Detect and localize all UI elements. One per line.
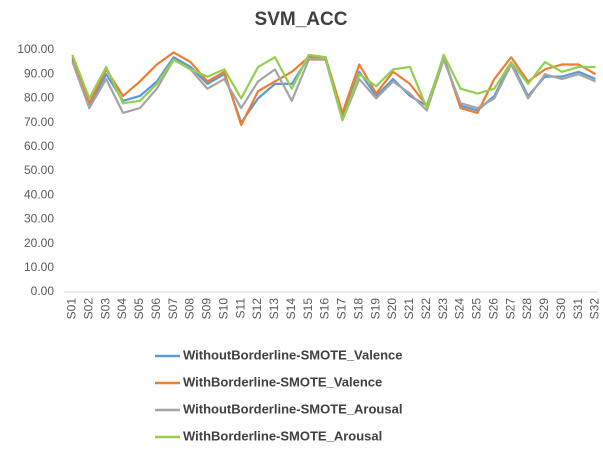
x-tick-label: S11 bbox=[233, 298, 247, 319]
x-tick-label: S02 bbox=[81, 298, 95, 320]
x-tick-label: S28 bbox=[520, 298, 534, 320]
legend-text: WithBorderline-SMOTE_Arousal bbox=[183, 428, 382, 443]
x-tick-label: S10 bbox=[216, 298, 230, 320]
legend-text: WithoutBorderline-SMOTE_Valence bbox=[183, 347, 402, 362]
y-tick-label: 90.00 bbox=[24, 66, 54, 80]
y-tick-label: 20.00 bbox=[24, 236, 54, 250]
legend-text: WithoutBorderline-SMOTE_Arousal bbox=[183, 401, 402, 416]
x-tick-label: S14 bbox=[284, 298, 298, 320]
x-tick-label: S20 bbox=[385, 298, 399, 320]
x-tick-label: S15 bbox=[301, 298, 315, 320]
x-tick-label: S31 bbox=[571, 298, 585, 320]
y-tick-label: 30.00 bbox=[24, 212, 54, 226]
y-tick-label: 60.00 bbox=[24, 139, 54, 153]
y-tick-label: 50.00 bbox=[24, 163, 54, 177]
y-tick-label: 40.00 bbox=[24, 187, 54, 201]
y-tick-label: 10.00 bbox=[24, 260, 54, 274]
x-tick-label: S18 bbox=[351, 298, 365, 320]
x-tick-label: S21 bbox=[402, 298, 416, 320]
y-tick-label: 70.00 bbox=[24, 115, 54, 129]
x-tick-label: S01 bbox=[65, 298, 79, 320]
x-tick-label: S24 bbox=[453, 298, 467, 320]
x-tick-label: S04 bbox=[115, 298, 129, 320]
y-tick-label: 100.00 bbox=[17, 42, 54, 56]
x-tick-label: S09 bbox=[200, 298, 214, 320]
x-tick-label: S17 bbox=[335, 298, 349, 320]
x-tick-label: S07 bbox=[166, 298, 180, 320]
x-tick-label: S27 bbox=[503, 298, 517, 320]
x-tick-label: S05 bbox=[132, 298, 146, 320]
x-tick-label: S06 bbox=[149, 298, 163, 320]
x-tick-label: S23 bbox=[436, 298, 450, 320]
x-tick-label: S25 bbox=[470, 298, 484, 320]
x-tick-label: S26 bbox=[486, 298, 500, 320]
series-line bbox=[71, 53, 596, 122]
y-tick-label: 0.00 bbox=[31, 284, 55, 298]
x-tick-label: S30 bbox=[554, 298, 568, 320]
x-tick-label: S16 bbox=[318, 298, 332, 320]
x-tick-label: S13 bbox=[267, 298, 281, 320]
legend-text: WithBorderline-SMOTE_Valence bbox=[183, 374, 382, 389]
y-tick-label: 80.00 bbox=[24, 91, 54, 105]
x-tick-label: S22 bbox=[419, 298, 433, 320]
x-tick-label: S19 bbox=[368, 298, 382, 320]
x-tick-label: S29 bbox=[537, 298, 551, 320]
x-tick-label: S03 bbox=[98, 298, 112, 320]
x-tick-label: S32 bbox=[588, 298, 602, 320]
x-tick-label: S12 bbox=[250, 298, 264, 320]
x-tick-label: S08 bbox=[183, 298, 197, 320]
chart-title: SVM_ACC bbox=[255, 9, 348, 30]
